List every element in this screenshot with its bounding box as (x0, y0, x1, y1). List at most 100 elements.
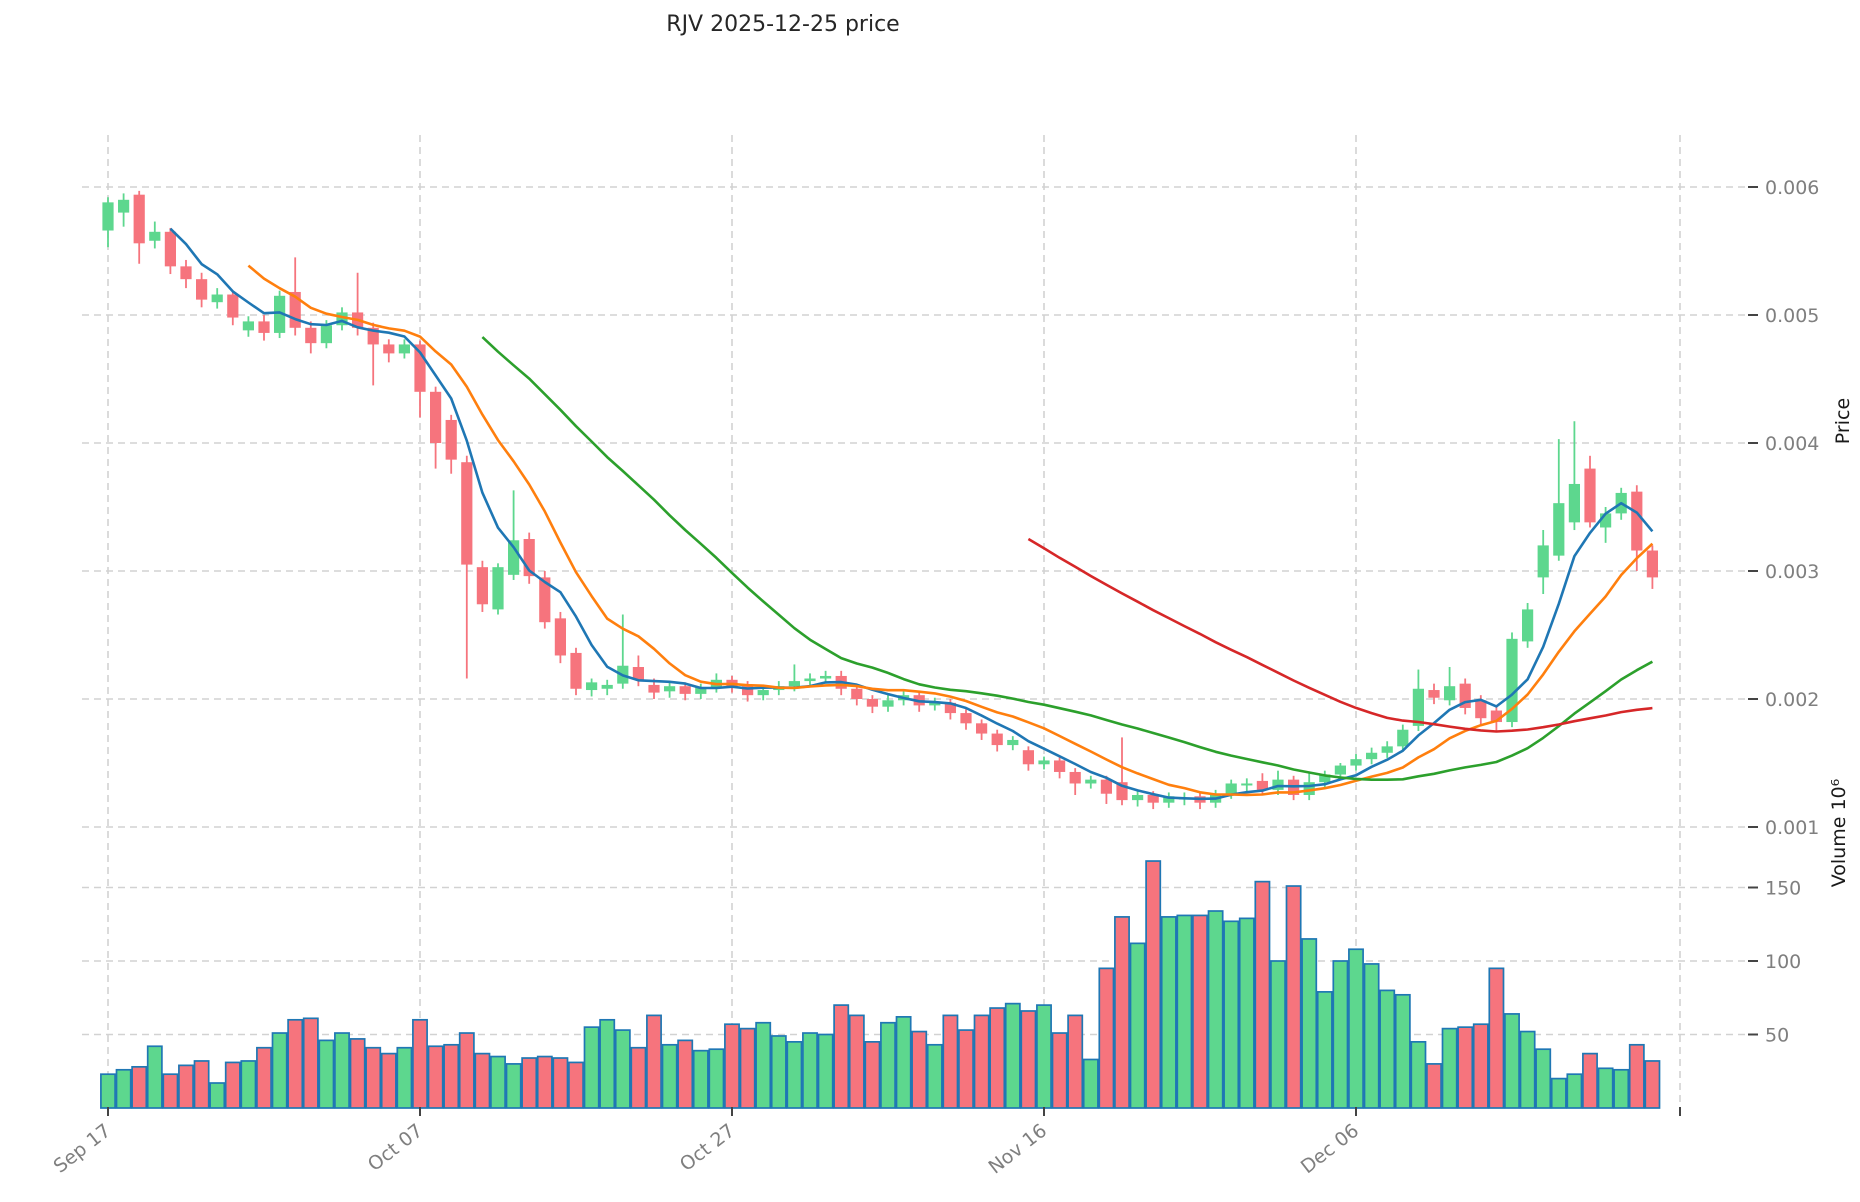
candle-body (258, 321, 270, 333)
volume-bar (1550, 1077, 1567, 1109)
candle-body (1069, 771, 1081, 784)
x-tick-label: Oct 07 (364, 1120, 427, 1176)
volume-bar (942, 1014, 959, 1109)
candle-body (866, 699, 878, 707)
candle-body (492, 567, 504, 610)
candle-body (1038, 760, 1050, 765)
volume-bar (1207, 910, 1224, 1109)
volume-bar (1160, 916, 1177, 1109)
volume-bar (1628, 1043, 1645, 1109)
candle-body (1522, 609, 1534, 642)
volume-bar (1613, 1068, 1630, 1109)
candle-body (289, 291, 301, 328)
volume-bar (334, 1032, 350, 1109)
candle-body (1054, 760, 1066, 772)
volume-bar (848, 1014, 865, 1109)
volume-bar (911, 1030, 928, 1109)
ma-line-10 (247, 264, 1654, 797)
candle-body (1303, 782, 1315, 795)
volume-bar (1582, 1052, 1598, 1109)
x-tick-label: Dec 06 (1297, 1120, 1363, 1179)
candle-body (461, 462, 473, 565)
candle-body (320, 325, 332, 344)
volume-bar (1051, 1032, 1068, 1109)
candle-body (1319, 774, 1331, 783)
volume-bar (1285, 885, 1302, 1109)
candle-body (1147, 795, 1159, 803)
volume-bar (1020, 1010, 1037, 1109)
candle-body (664, 686, 676, 692)
volume-bar (396, 1046, 413, 1109)
chart-title: RJV 2025-12-25 price (666, 12, 899, 37)
ma-line-5 (169, 227, 1654, 801)
volume-axis-label: Volume 10⁶ (1828, 779, 1850, 888)
volume-bar (724, 1023, 740, 1109)
volume-bar (833, 1004, 850, 1109)
volume-bar (287, 1018, 304, 1109)
volume-bar (1426, 1063, 1442, 1109)
candle-body (1506, 638, 1518, 723)
volume-bar (661, 1043, 678, 1109)
candle-body (1022, 750, 1034, 765)
volume-bar (646, 1014, 662, 1109)
candle-body (1381, 746, 1393, 753)
x-tick-label: Sep 17 (50, 1120, 116, 1178)
volume-bar (1394, 993, 1411, 1109)
volume-bar (1192, 914, 1208, 1109)
candle-body (1553, 503, 1565, 556)
volume-bar (630, 1046, 647, 1109)
volume-bar (365, 1046, 382, 1109)
volume-bar (1036, 1004, 1052, 1109)
x-tick-label: Oct 27 (676, 1120, 739, 1176)
volume-bar (1332, 960, 1349, 1109)
candle-body (1428, 690, 1440, 698)
candle-body (336, 312, 348, 326)
candle-body (632, 667, 644, 680)
candle-body (944, 702, 956, 714)
volume-bar (1254, 880, 1271, 1109)
volume-bar (240, 1060, 257, 1109)
volume-bar (1348, 948, 1364, 1109)
volume-bar (209, 1082, 226, 1109)
candle-body (1397, 729, 1409, 747)
candle-body (227, 294, 239, 318)
price-tick-label: 0.004 (1765, 433, 1819, 455)
volume-bar (926, 1043, 943, 1109)
volume-bar (1504, 1013, 1520, 1109)
volume-bar (474, 1052, 491, 1109)
volume-bar (1519, 1030, 1536, 1109)
candle-body (149, 231, 161, 241)
volume-bar (1644, 1060, 1661, 1109)
candle-body (1132, 795, 1144, 801)
candle-body (1007, 739, 1019, 746)
candle-body (398, 344, 410, 354)
volume-bar (583, 1026, 600, 1109)
volume-bar (490, 1055, 506, 1109)
volume-bar (380, 1052, 397, 1109)
candle-body (508, 540, 520, 575)
candle-body (1584, 468, 1596, 523)
volume-bar (256, 1046, 272, 1109)
volume-tick-label: 100 (1765, 951, 1801, 973)
candle-body (695, 687, 707, 694)
candle-body (1646, 550, 1658, 578)
volume-bar (989, 1007, 1006, 1109)
volume-bar (1098, 967, 1115, 1109)
volume-bar (178, 1064, 194, 1109)
candle-body (367, 327, 379, 345)
volume-bar (895, 1016, 912, 1109)
volume-bar (568, 1061, 584, 1109)
candle-body (742, 686, 754, 696)
price-axis-label: Price (1832, 398, 1854, 444)
volume-bar (1410, 1040, 1427, 1109)
volume-bar (599, 1018, 616, 1109)
price-tick-label: 0.003 (1765, 561, 1819, 583)
volume-bar (552, 1057, 569, 1109)
volume-bar (802, 1032, 818, 1109)
candle-body (1459, 683, 1471, 708)
volume-bar (443, 1043, 460, 1109)
volume-bar (1223, 920, 1240, 1109)
ma-line-25 (481, 336, 1654, 782)
volume-bar (193, 1060, 210, 1109)
volume-bar (1316, 991, 1333, 1109)
